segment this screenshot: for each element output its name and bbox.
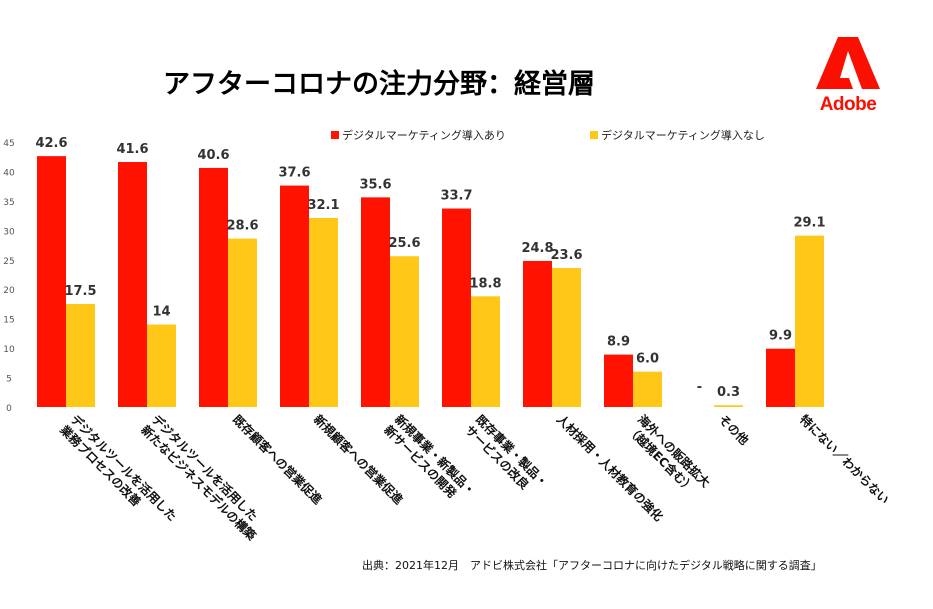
- y-tick-label: 25: [3, 257, 14, 267]
- data-label: 40.6: [197, 148, 229, 163]
- legend-swatch-without-dm: [590, 131, 598, 139]
- bar-with-dm: [199, 167, 228, 407]
- legend-item-without-dm: デジタルマーケティング導入なし: [590, 127, 765, 143]
- data-label: 14: [152, 305, 170, 320]
- data-label: -: [697, 380, 702, 395]
- bar-without-dm: [633, 371, 662, 407]
- bar-with-dm: [442, 208, 471, 407]
- y-tick-label: 35: [3, 198, 14, 208]
- category-label: 既存顧客への営業促進: [230, 412, 326, 508]
- data-label: 42.6: [35, 136, 67, 151]
- category-label: 特にない／わからない: [797, 412, 892, 507]
- adobe-logo-mark-svg: [816, 37, 880, 89]
- data-label: 35.6: [359, 177, 391, 192]
- bar-without-dm: [309, 217, 338, 407]
- category-label-line: 特にない／わからない: [797, 412, 892, 507]
- bar-with-dm: [523, 260, 552, 407]
- bar-without-dm: [66, 303, 95, 407]
- page-title: アフターコロナの注力分野：経営層: [163, 69, 595, 100]
- y-tick-label: 40: [3, 168, 15, 178]
- data-label: 24.8: [521, 241, 553, 256]
- legend-label-with-dm: デジタルマーケティング導入あり: [342, 129, 506, 142]
- adobe-logo-text: Adobe: [819, 94, 877, 115]
- data-label: 25.6: [388, 236, 420, 251]
- y-tick-label: 15: [3, 316, 14, 326]
- data-label: 9.9: [769, 329, 792, 344]
- category-label: その他: [716, 412, 752, 448]
- bar-with-dm: [118, 162, 147, 407]
- adobe-logo: Adobe: [816, 37, 880, 121]
- bar-with-dm: [766, 348, 795, 407]
- legend-swatch-with-dm: [331, 131, 339, 139]
- bar-without-dm: [228, 238, 257, 407]
- data-label: 28.6: [226, 219, 258, 234]
- category-label-line: その他: [716, 412, 752, 448]
- bar-with-dm: [37, 156, 66, 407]
- y-tick-label: 5: [6, 375, 12, 385]
- bar-with-dm: [280, 185, 309, 407]
- bar-with-dm: [604, 354, 633, 407]
- bar-without-dm: [471, 296, 500, 407]
- data-label: 23.6: [550, 248, 582, 263]
- category-label-line: 新たなビジネスモデルの構築: [138, 422, 260, 544]
- bar-without-dm: [147, 324, 176, 407]
- y-tick-label: 30: [3, 227, 15, 237]
- source-note: 出典：2021年12月 アドビ株式会社「アフターコロナに向けたデジタル戦略に関す…: [362, 559, 822, 572]
- bar-with-dm: [361, 197, 390, 407]
- y-tick-label: 20: [3, 286, 15, 296]
- legend-label-without-dm: デジタルマーケティング導入なし: [601, 129, 765, 142]
- data-label: 17.5: [64, 284, 96, 299]
- data-label: 6.0: [636, 352, 659, 367]
- y-tick-label: 45: [3, 139, 14, 149]
- data-label: 32.1: [307, 198, 339, 213]
- adobe-logo-icon: [816, 37, 880, 89]
- data-label: 33.7: [440, 189, 472, 204]
- bar-without-dm: [390, 256, 419, 407]
- data-label: 8.9: [607, 335, 630, 350]
- data-label: 0.3: [717, 385, 740, 400]
- data-label: 18.8: [469, 276, 501, 291]
- y-tick-label: 0: [6, 404, 12, 414]
- bar-without-dm: [714, 405, 743, 407]
- data-label: 41.6: [116, 142, 148, 157]
- data-label: 37.6: [278, 166, 310, 181]
- category-label-line: 既存顧客への営業促進: [230, 412, 326, 508]
- bar-without-dm: [795, 235, 824, 407]
- bar-without-dm: [552, 268, 581, 407]
- legend-item-with-dm: デジタルマーケティング導入あり: [331, 127, 506, 143]
- data-label: 29.1: [793, 216, 825, 231]
- y-tick-label: 10: [3, 345, 15, 355]
